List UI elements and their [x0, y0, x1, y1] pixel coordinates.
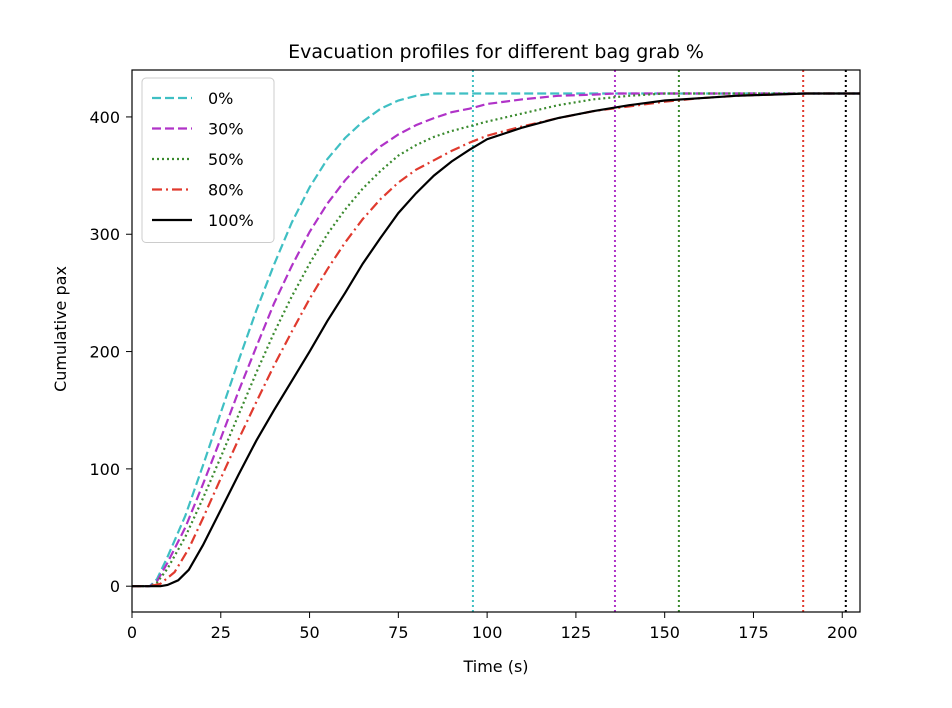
x-tick-label: 50	[299, 623, 319, 642]
y-tick-label: 300	[89, 225, 120, 244]
series-line	[132, 92, 860, 588]
legend-label: 50%	[208, 150, 244, 169]
y-axis-label: Cumulative pax	[51, 266, 70, 392]
chart-title: Evacuation profiles for different bag gr…	[288, 41, 704, 63]
y-tick-label: 400	[89, 108, 120, 127]
series-line	[132, 92, 860, 588]
legend-box	[141, 77, 275, 243]
x-tick-label: 100	[472, 623, 503, 642]
x-tick-label: 150	[649, 623, 680, 642]
x-tick-label: 200	[827, 623, 858, 642]
x-tick-label: 75	[388, 623, 408, 642]
y-tick-label: 200	[89, 343, 120, 362]
x-tick-label: 0	[127, 623, 137, 642]
y-tick-label: 100	[89, 460, 120, 479]
series-line	[132, 92, 860, 588]
legend: 0% 30% 50% 80% 100%	[141, 77, 275, 243]
series-line	[132, 92, 860, 588]
legend-label: 80%	[208, 181, 244, 200]
series-line	[132, 92, 860, 588]
x-axis: 0 25 50 75 100 125 150 175 200	[127, 612, 858, 642]
plot-frame	[131, 69, 861, 613]
legend-label: 0%	[208, 89, 233, 108]
legend-label: 30%	[208, 120, 244, 139]
x-axis-label: Time (s)	[462, 657, 528, 676]
x-tick-label: 25	[211, 623, 231, 642]
legend-label: 100%	[208, 211, 254, 230]
x-tick-label: 125	[561, 623, 592, 642]
y-tick-label: 0	[110, 577, 120, 596]
plot-area	[132, 70, 860, 612]
x-tick-label: 175	[738, 623, 769, 642]
y-axis: 0 100 200 300 400	[89, 108, 132, 596]
